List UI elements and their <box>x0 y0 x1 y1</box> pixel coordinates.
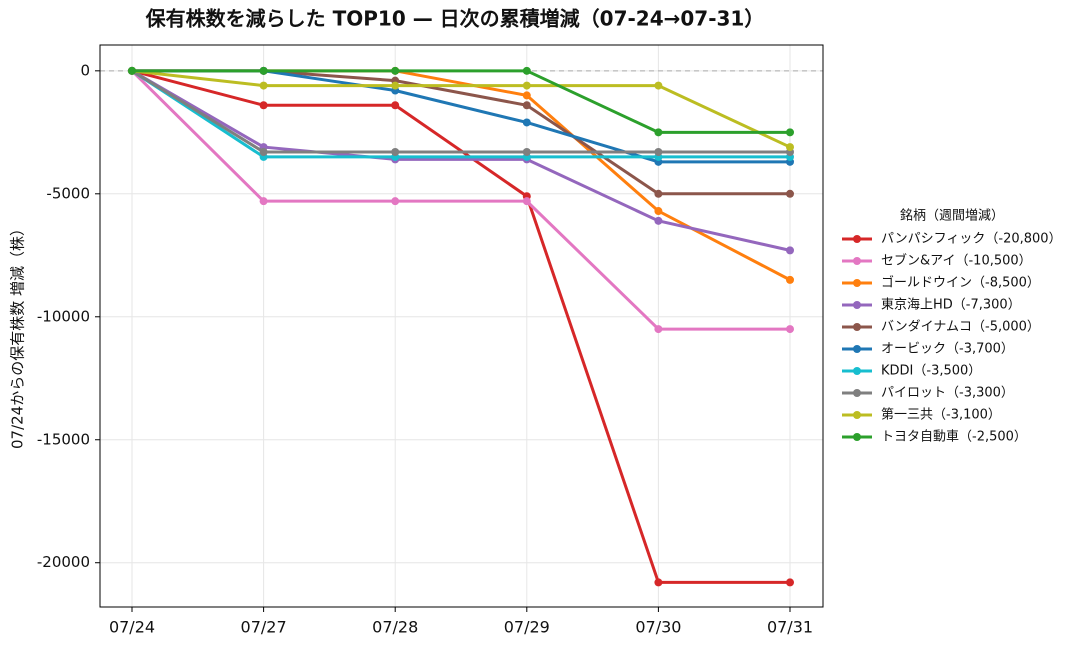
point <box>522 91 531 100</box>
series-line <box>132 69 790 134</box>
y-tick-label: -20000 <box>37 553 90 571</box>
point <box>522 118 531 127</box>
point <box>259 147 268 156</box>
point <box>654 578 663 587</box>
legend-label: バンダイナムコ（-5,000） <box>881 320 1040 335</box>
point <box>654 207 663 216</box>
series-line <box>131 69 790 154</box>
legend-title: 銘柄（週間増減） <box>900 208 1004 224</box>
series-line <box>131 69 791 252</box>
point <box>522 147 531 156</box>
y-tick-label: -10000 <box>37 307 90 325</box>
legend-marker <box>853 411 861 419</box>
series-line <box>130 69 790 331</box>
point <box>654 325 663 334</box>
point <box>654 216 663 225</box>
point <box>522 101 531 110</box>
point <box>259 81 268 90</box>
legend-marker <box>853 301 861 309</box>
point <box>522 197 531 206</box>
point <box>522 66 531 75</box>
plot-frame <box>99 44 824 608</box>
point <box>522 81 531 90</box>
point <box>391 147 400 156</box>
legend-marker <box>853 389 861 397</box>
legend-label: 第一三共（-3,100） <box>881 408 1001 423</box>
legend-marker <box>853 235 861 243</box>
chart-title: 保有株数を減らした TOP10 — 日次の累積増減（07-24→07-31） <box>145 7 765 31</box>
point <box>391 66 400 75</box>
point <box>259 66 268 75</box>
x-tick-label: 07/28 <box>372 618 418 637</box>
y-tick-label: 0 <box>80 61 90 79</box>
series-line <box>131 69 791 149</box>
legend-label: パイロット（-3,300） <box>881 386 1014 401</box>
point <box>654 81 663 90</box>
y-axis-label: 07/24からの保有株数 増減（株） <box>9 221 27 449</box>
y-tick-label: -5000 <box>46 184 90 202</box>
legend-label: トヨタ自動車（-2,500） <box>881 430 1027 445</box>
x-tick-label: 07/29 <box>504 618 550 637</box>
point <box>654 128 663 137</box>
point <box>786 143 794 152</box>
legend-marker <box>853 257 861 265</box>
point <box>654 189 663 198</box>
legend-label: KDDI（-3,500） <box>881 364 981 379</box>
point <box>128 66 136 75</box>
point <box>391 197 400 206</box>
point <box>786 275 794 284</box>
legend-marker <box>853 279 861 287</box>
point <box>786 325 794 334</box>
point <box>786 246 794 255</box>
legend-label: オービック（-3,700） <box>881 342 1014 357</box>
x-tick-label: 07/30 <box>635 618 681 637</box>
point <box>259 197 268 206</box>
legend-label: パンパシフィック（-20,800） <box>881 232 1062 247</box>
legend-marker <box>853 345 861 353</box>
legend-marker <box>853 367 861 375</box>
legend-marker <box>853 433 861 441</box>
point <box>391 101 400 110</box>
legend-label: 東京海上HD（-7,300） <box>881 297 1021 313</box>
legend-label: ゴールドウイン（-8,500） <box>881 275 1040 291</box>
series-line <box>131 69 790 584</box>
point <box>259 101 268 110</box>
y-tick-label: -15000 <box>37 430 90 448</box>
x-tick-label: 07/31 <box>767 618 813 637</box>
point <box>786 128 794 137</box>
x-tick-label: 07/27 <box>241 618 287 637</box>
point <box>786 189 794 198</box>
series-line <box>131 69 790 159</box>
legend-label: セブン&アイ（-10,500） <box>881 253 1032 269</box>
point <box>786 578 794 587</box>
x-tick-label: 07/24 <box>109 618 155 637</box>
point <box>654 147 663 156</box>
legend-marker <box>853 323 861 331</box>
point <box>391 81 400 90</box>
